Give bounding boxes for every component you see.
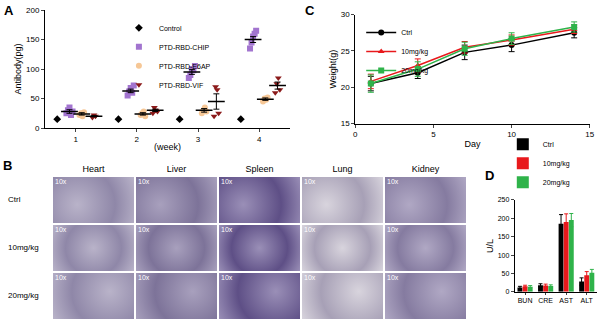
svg-text:25: 25 — [341, 47, 350, 56]
svg-text:PTD-RBD-CHIP: PTD-RBD-CHIP — [159, 44, 209, 51]
svg-text:200: 200 — [26, 6, 40, 15]
svg-text:200: 200 — [498, 215, 510, 222]
svg-text:100: 100 — [498, 252, 510, 259]
svg-text:15: 15 — [341, 119, 350, 128]
svg-text:PTD-RBD-E6AP: PTD-RBD-E6AP — [159, 63, 211, 70]
svg-text:1: 1 — [73, 135, 78, 144]
html-text:B: B — [3, 158, 13, 173]
html-text:10x: 10x — [221, 274, 233, 281]
html-text:Kidney: Kidney — [411, 164, 440, 174]
svg-text:Ctrl: Ctrl — [401, 29, 412, 36]
svg-text:5: 5 — [431, 130, 436, 139]
svg-text:0: 0 — [505, 288, 509, 295]
svg-text:20mg/kg: 20mg/kg — [543, 179, 570, 187]
html-text:10x: 10x — [304, 274, 316, 281]
html-text:10x: 10x — [138, 274, 150, 281]
svg-text:CRE: CRE — [538, 297, 553, 304]
html-text:Lung: Lung — [332, 164, 353, 174]
html-text:10x: 10x — [55, 226, 67, 233]
html-text:10mg/kg: 10mg/kg — [8, 243, 39, 252]
svg-text:0: 0 — [353, 130, 358, 139]
svg-text:50: 50 — [502, 270, 510, 277]
svg-text:150: 150 — [26, 35, 40, 44]
html-text:20mg/kg: 20mg/kg — [8, 291, 39, 300]
svg-text:20mg/kg: 20mg/kg — [401, 67, 428, 75]
html-text:10x: 10x — [221, 178, 233, 185]
svg-text:50: 50 — [30, 94, 39, 103]
html-text:Spleen: Spleen — [245, 164, 274, 174]
svg-text:250: 250 — [498, 196, 510, 203]
svg-text:2: 2 — [135, 135, 140, 144]
html-text:10x: 10x — [387, 226, 399, 233]
html-text:10x: 10x — [138, 226, 150, 233]
svg-text:Day: Day — [464, 139, 481, 149]
html-text:Liver: Liver — [166, 164, 187, 174]
html-text:10x: 10x — [387, 274, 399, 281]
svg-text:20: 20 — [341, 83, 350, 92]
svg-text:100: 100 — [26, 65, 40, 74]
svg-text:0: 0 — [35, 124, 40, 133]
html-text:10x: 10x — [55, 178, 67, 185]
svg-text:Control: Control — [159, 25, 182, 32]
svg-text:Ctrl: Ctrl — [543, 141, 554, 148]
svg-text:BUN: BUN — [518, 297, 533, 304]
svg-text:Antibody(pg): Antibody(pg) — [13, 44, 23, 95]
svg-text:30: 30 — [341, 10, 350, 19]
html-text:10x: 10x — [55, 274, 67, 281]
svg-text:10mg/kg: 10mg/kg — [401, 48, 428, 56]
svg-text:D: D — [485, 168, 494, 183]
html-text:10x: 10x — [387, 178, 399, 185]
svg-text:150: 150 — [498, 233, 510, 240]
html-text:Ctrl: Ctrl — [8, 195, 21, 204]
svg-text:10: 10 — [507, 130, 516, 139]
svg-text:Weight(g): Weight(g) — [328, 50, 338, 89]
svg-text:A: A — [4, 3, 14, 18]
svg-text:C: C — [305, 3, 315, 18]
svg-text:15: 15 — [585, 130, 594, 139]
html-text:Heart: Heart — [82, 164, 105, 174]
svg-text:4: 4 — [257, 135, 262, 144]
svg-text:10mg/kg: 10mg/kg — [543, 160, 570, 168]
svg-text:(week): (week) — [154, 142, 181, 152]
html-text:10x: 10x — [138, 178, 150, 185]
html-text:10x: 10x — [304, 226, 316, 233]
html-text:10x: 10x — [304, 178, 316, 185]
svg-text:ALT: ALT — [581, 297, 594, 304]
svg-text:PTD-RBD-VIF: PTD-RBD-VIF — [159, 82, 203, 89]
html-text:10x: 10x — [221, 226, 233, 233]
svg-text:3: 3 — [196, 135, 201, 144]
svg-text:U/L: U/L — [485, 239, 495, 253]
svg-text:AST: AST — [559, 297, 573, 304]
